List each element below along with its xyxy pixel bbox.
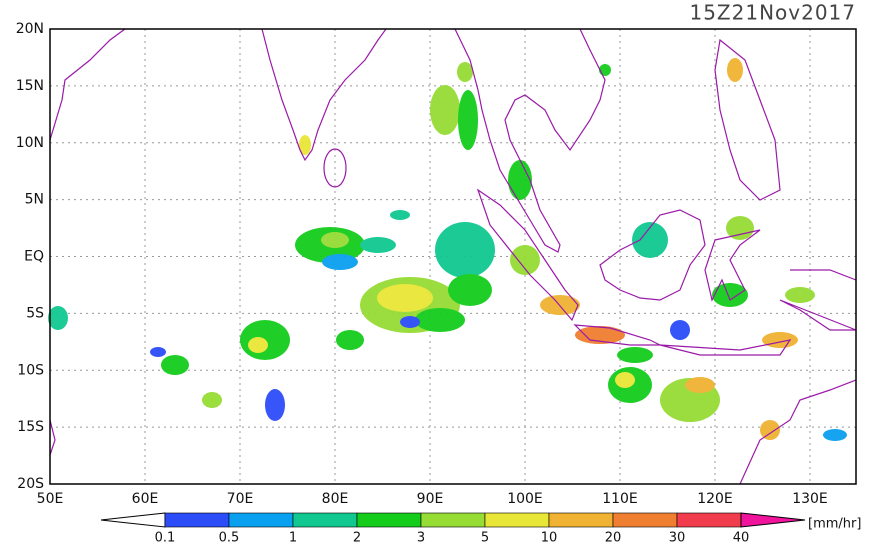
colorbar-label: 0.5	[219, 531, 240, 545]
colorbar-label: 3	[417, 531, 425, 545]
lon-label: 120E	[697, 491, 733, 507]
colorbar-label: 40	[733, 531, 750, 545]
lat-label: 10N	[16, 135, 44, 151]
lon-label: 50E	[37, 491, 64, 507]
lon-label: 100E	[507, 491, 543, 507]
colorbar-label: 5	[481, 531, 489, 545]
lon-label: 110E	[602, 491, 638, 507]
colorbar-label: 0.1	[155, 531, 176, 545]
colorbar-label: 30	[669, 531, 686, 545]
colorbar-box	[420, 512, 486, 528]
lat-label: 15S	[17, 419, 44, 435]
colorbar-box	[612, 512, 678, 528]
lat-label: 5N	[25, 192, 44, 208]
map-frame	[49, 28, 857, 485]
colorbar: 0.1 0.5 1 2 3 5 10 20 30 40 [mm/hr]	[100, 512, 861, 546]
colorbar-box	[548, 512, 614, 528]
lon-label: 90E	[417, 491, 444, 507]
lat-label: EQ	[24, 249, 44, 265]
colorbar-box	[292, 512, 358, 528]
lat-label: 20N	[16, 21, 44, 37]
colorbar-box	[484, 512, 550, 528]
colorbar-box	[164, 512, 230, 528]
lat-label: 10S	[17, 362, 44, 378]
lon-label: 80E	[322, 491, 349, 507]
colorbar-box	[228, 512, 294, 528]
colorbar-unit: [mm/hr]	[808, 517, 861, 532]
colorbar-label: 20	[605, 531, 622, 545]
coastlines	[49, 28, 857, 485]
timestamp: 15Z21Nov2017	[689, 1, 856, 25]
colorbar-box	[356, 512, 422, 528]
colorbar-label: 1	[289, 531, 297, 545]
colorbar-box	[676, 512, 742, 528]
lat-label: 5S	[26, 305, 44, 321]
lat-label: 15N	[16, 78, 44, 94]
lon-label: 60E	[132, 491, 159, 507]
colorbar-arrow	[740, 512, 806, 528]
lat-label: 20S	[17, 476, 44, 492]
colorbar-arrow	[100, 512, 166, 528]
rain	[48, 58, 847, 441]
colorbar-label: 2	[353, 531, 361, 545]
lon-label: 130E	[792, 491, 828, 507]
colorbar-label: 10	[541, 531, 558, 545]
lon-label: 70E	[227, 491, 254, 507]
